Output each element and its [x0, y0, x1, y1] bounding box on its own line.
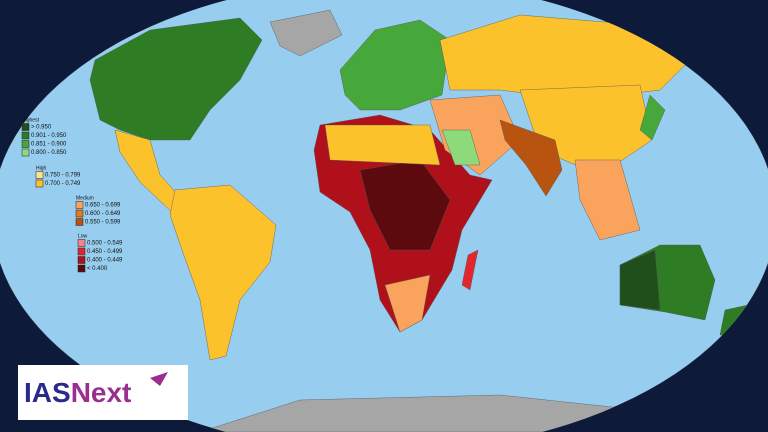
legend-label: 0.600 - 0.649 [85, 211, 121, 217]
southern-africa [384, 274, 431, 333]
legend-label: 0.800 - 0.850 [31, 150, 67, 156]
legend-group-title: High [36, 165, 47, 171]
madagascar [461, 249, 479, 291]
legend-label: 0.450 - 0.499 [87, 249, 123, 255]
legend-label: > 0.950 [31, 125, 52, 131]
legend: Highest > 0.950 0.901 - 0.950 0.851 - 0.900… [21, 117, 123, 273]
greenland [269, 9, 343, 57]
india [499, 119, 563, 197]
europe [339, 19, 451, 111]
logo-bird [150, 372, 168, 386]
legend-label: 0.650 - 0.699 [85, 203, 121, 209]
legend-group-title: Low [78, 233, 88, 239]
north-america [89, 17, 263, 141]
legend-swatch [21, 123, 30, 131]
legend-group-title: Highest [22, 117, 40, 123]
logo-second: Next [71, 377, 132, 408]
south-america [169, 184, 277, 361]
logo-text: IASNext [24, 377, 131, 408]
japan [639, 94, 666, 141]
arabia [441, 129, 481, 166]
legend-group-title: Medium [76, 195, 94, 201]
legend-label: 0.851 - 0.900 [31, 142, 67, 148]
legend-label: 0.700 - 0.749 [45, 181, 81, 187]
legend-swatch [35, 179, 44, 188]
legend-swatch [77, 256, 86, 264]
western-australia [619, 249, 661, 311]
legend-swatch [21, 140, 30, 148]
legend-label: 0.500 - 0.549 [87, 241, 123, 247]
legend-swatch [77, 239, 86, 247]
legend-swatch [21, 131, 30, 140]
legend-swatch [77, 247, 86, 256]
legend-swatch [75, 201, 84, 209]
legend-label: 0.400 - 0.449 [87, 258, 123, 264]
antarctica [199, 394, 641, 432]
legend-label: 0.750 - 0.799 [45, 173, 81, 179]
southeast-asia [574, 159, 641, 241]
legend-swatch [77, 264, 86, 273]
legend-swatch [75, 209, 84, 218]
logo-first: IAS [24, 377, 71, 408]
legend-label: 0.550 - 0.599 [85, 220, 121, 226]
legend-swatch [21, 148, 30, 157]
logo-box [18, 365, 188, 420]
russia [439, 14, 701, 101]
logo: IASNext [18, 365, 188, 420]
legend-swatch [35, 171, 44, 179]
legend-label: 0.901 - 0.950 [31, 133, 67, 139]
legend-label: < 0.400 [87, 266, 108, 272]
legend-swatch [75, 218, 84, 226]
north-africa [324, 124, 441, 166]
